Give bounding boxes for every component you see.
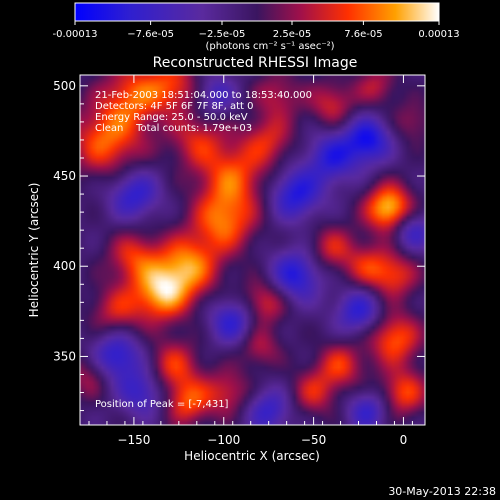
annotation-time-range: 21-Feb-2003 18:51:04.000 to 18:53:40.000 [95, 90, 312, 101]
y-tick-label: 450 [53, 169, 76, 183]
x-tick-label: 0 [400, 433, 408, 447]
x-tick-label: −50 [301, 433, 326, 447]
x-axis-ticks: −150 −100 −50 0 [88, 75, 413, 447]
plot-area [79, 74, 426, 426]
y-tick-label: 350 [53, 349, 76, 363]
plot-frame [79, 74, 426, 426]
y-tick-label: 500 [53, 79, 76, 93]
colorbar-tick-label: 7.6e-05 [344, 29, 382, 40]
x-axis-label: Heliocentric X (arcsec) [184, 449, 320, 463]
x-tick-label: −150 [117, 433, 150, 447]
annotation-detectors: Detectors: 4F 5F 6F 7F 8F, att 0 [95, 101, 254, 112]
colorbar-tick-label: -0.00013 [53, 29, 98, 40]
colorbar [74, 2, 440, 22]
y-tick-label: 400 [53, 259, 76, 273]
peak-position-label: Position of Peak = [-7,431] [95, 399, 229, 410]
colorbar-tick-label: 2.5e-05 [273, 29, 311, 40]
x-tick-label: −100 [207, 433, 240, 447]
y-axis-label: Heliocentric Y (arcsec) [27, 183, 41, 318]
timestamp: 30-May-2013 22:38 [388, 485, 496, 498]
chart-title: Reconstructed RHESSI Image [153, 55, 358, 71]
colorbar-tick-label: −7.6e-05 [127, 29, 174, 40]
colorbar-tick-label: 0.00013 [418, 29, 459, 40]
colorbar-ticks: -0.00013 −7.6e-05 −2.5e-05 2.5e-05 7.6e-05 0.… [53, 21, 460, 40]
annotation-energy-range: Energy Range: 25.0 - 50.0 keV [95, 112, 248, 123]
annotation-total-counts: Clean Total counts: 1.79e+03 [95, 123, 252, 134]
heatmap-image [80, 75, 425, 425]
colorbar-tick-label: −2.5e-05 [199, 29, 246, 40]
colorbar-units-label: (photons cm⁻² s⁻¹ asec⁻²) [205, 41, 334, 52]
y-axis-ticks: 350 400 450 500 [53, 79, 425, 412]
